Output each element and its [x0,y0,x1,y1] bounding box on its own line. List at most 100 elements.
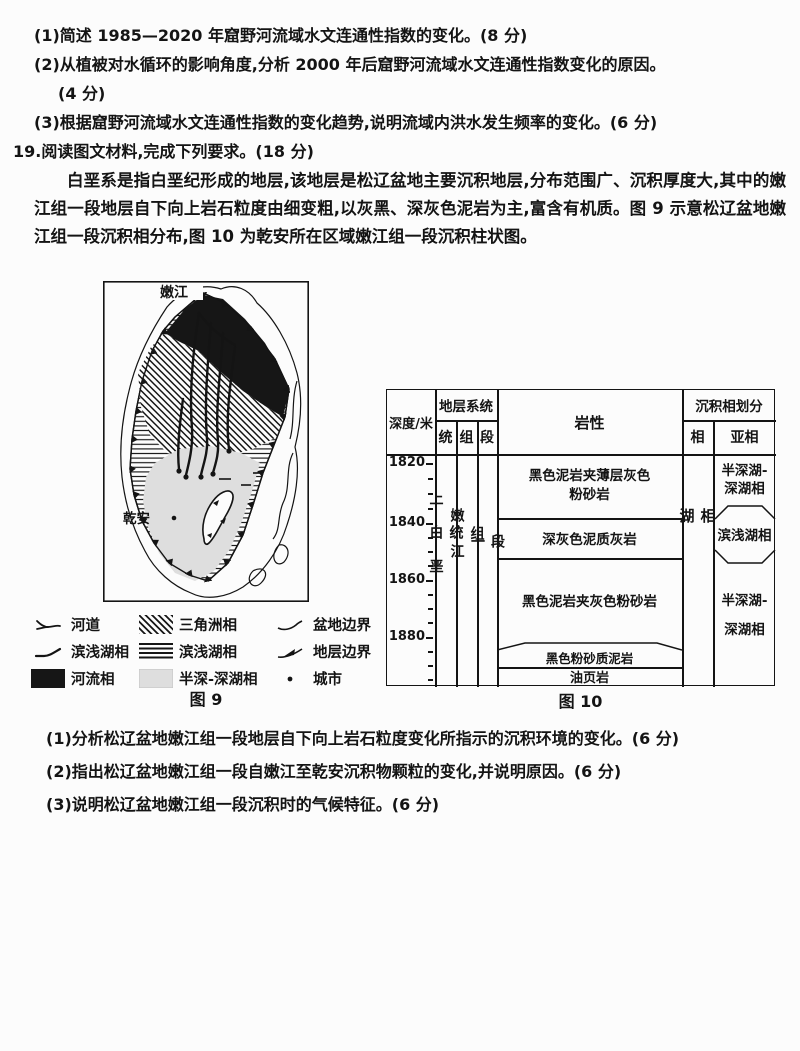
member-value: 一段 [469,534,505,568]
depth-tick-label: 1820 [388,455,425,470]
question-18-1: (1)简述 1985—2020 年窟野河流域水文连通性指数的变化。(8 分) [34,26,528,45]
fluvial-facies-black-icon [30,669,66,688]
legend-label: 滨浅湖相 [71,645,129,661]
subfacies-row: 半深湖-深湖相 [721,593,768,638]
depth-minor-tick [428,493,433,495]
depth-major-tick [426,463,433,465]
question-18-2-points: (4 分) [58,84,106,103]
lithology-row: 黑色泥岩夹灰色粉砂岩 [522,594,657,610]
figure9-caption: 图 9 [189,690,223,709]
depth-major-tick [426,637,433,639]
grid-line [682,390,684,687]
legend-label: 河道 [71,618,100,634]
figure10-caption: 图 10 [558,692,603,711]
header-facies-division: 沉积相划分 [695,399,763,415]
deep-lake-facies-region [143,446,260,581]
header-series: 统 [438,430,453,446]
lithology-row: 黑色泥岩夹薄层灰色粉砂岩 [528,468,651,503]
grid-line [435,390,437,687]
shore-shallow-lake-lines-icon [138,642,174,661]
header-strat-system: 地层系统 [439,399,493,415]
depth-minor-tick [428,651,433,653]
legend-item-city: 城市 [272,668,392,689]
stratum-boundary-line-icon [272,644,308,660]
question-19-1: (1)分析松辽盆地嫩江组一段地层自下向上岩石粒度变化所指示的沉积环境的变化。(6… [46,729,680,748]
lithology-chamfer-separator [497,642,682,651]
delta-facies-hatch-icon [138,615,174,634]
header-facies: 相 [690,430,705,446]
lithology-row: 油页岩 [569,671,609,686]
facies-value: 湖相 [677,507,717,567]
legend-item-delta-facies: 三角洲相 [138,614,272,635]
legend-label: 城市 [313,672,342,688]
river-label-backdrop [155,283,203,300]
legend-item-turbidite-channel: 滨浅湖相 [30,641,138,662]
header-lithology: 岩性 [574,413,605,432]
depth-minor-tick [428,665,433,667]
grid-line [477,420,479,687]
lithology-row: 黑色粉砂质泥岩 [545,651,634,666]
basin-boundary-line-icon [272,617,308,633]
subfacies-row: 半深湖-深湖相 [721,463,768,497]
question-18-3: (3)根据窟野河流域水文连通性指数的变化趋势,说明流域内洪水发生频率的变化。(6… [34,113,658,132]
question-19-2: (2)指出松辽盆地嫩江组一段自嫩江至乾安沉积物颗粒的变化,并说明原因。(6 分) [46,762,622,781]
legend-item-fluvial-facies: 河流相 [30,668,138,689]
top-question-block: (1)简述 1985—2020 年窟野河流域水文连通性指数的变化。(8 分) (… [0,0,800,251]
question-19-passage: 白垩系是指白垩纪形成的地层,该地层是松辽盆地主要沉积地层,分布范围广、沉积厚度大… [34,171,786,246]
depth-minor-tick [428,537,433,539]
depth-minor-tick [428,565,433,567]
depth-tick-label: 1840 [388,515,425,530]
legend-item-basin-boundary: 盆地边界 [272,614,392,635]
nenjiang-river-label: 嫩江 [160,284,188,301]
legend-label: 地层边界 [313,645,371,661]
sedimentary-facies-map: 嫩江 乾安 [103,281,309,602]
depth-minor-tick [428,508,433,510]
semi-deep-lake-gray-icon [138,669,174,688]
header-member: 段 [480,430,494,446]
legend-label: 滨浅湖相 [179,645,237,661]
depth-tick-label: 1860 [388,572,425,587]
subfacies-chamfer-bottom [714,549,776,564]
map-frame [103,281,309,602]
figure9-map: 嫩江 乾安 [103,281,309,602]
figure10-table: 深度/米 地层系统 统 组 段 岩性 沉积相划分 相 亚相 1820 1840 … [386,389,776,687]
subfacies-chamfer-top [714,505,776,520]
grid-line [497,390,499,687]
question-19-3: (3)说明松辽盆地嫩江组一段沉积时的气候特征。(6 分) [46,795,440,814]
legend-label: 半深-深湖相 [179,672,258,688]
header-formation: 组 [459,430,474,446]
header-depth: 深度/米 [389,416,433,432]
depth-tick-label: 1880 [388,629,425,644]
bottom-question-block: (1)分析松辽盆地嫩江组一段地层自下向上岩石粒度变化所指示的沉积环境的变化。(6… [46,722,790,821]
grid-line [456,420,458,687]
question-19-heading: 19.阅读图文材料,完成下列要求。(18 分) [13,142,314,161]
legend-item-stratum-boundary: 地层边界 [272,641,392,662]
depth-minor-tick [428,594,433,596]
header-subfacies: 亚相 [730,430,759,446]
qianan-city-dot [171,515,177,521]
grid-line [435,420,498,422]
depth-major-tick [426,523,433,525]
subfacies-row: 滨浅湖相 [717,528,772,544]
legend-label: 盆地边界 [313,618,371,634]
turbidite-channel-line-icon [30,644,66,660]
lithology-separator [497,558,682,560]
depth-minor-tick [428,622,433,624]
depth-major-tick [426,580,433,582]
legend-label: 三角洲相 [179,618,237,634]
stratum-boundary-toothed [129,291,291,583]
grid-line [682,420,776,422]
depth-minor-tick [428,551,433,553]
grid-line [713,420,715,687]
lithology-row: 深灰色泥质灰岩 [542,532,637,548]
grid-line [387,454,776,456]
lithology-separator [497,518,682,520]
question-18-2: (2)从植被对水循环的影响角度,分析 2000 年后窟野河流域水文连通性指数变化… [34,55,666,74]
legend-item-river-channel: 河道 [30,614,138,635]
depth-minor-tick [428,608,433,610]
figure9-legend: 河道 三角洲相 盆地边界 滨浅湖相 滨浅湖相 地层边界 河流相 [30,611,392,692]
legend-item-shore-shallow-lake: 滨浅湖相 [138,641,272,662]
legend-label: 河流相 [71,672,115,688]
depth-minor-tick [428,679,433,681]
